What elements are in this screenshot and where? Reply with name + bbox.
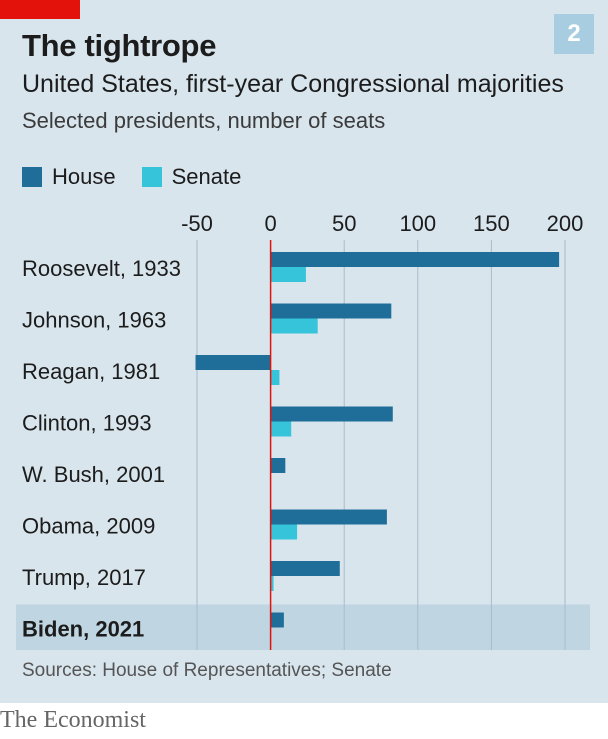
economist-logo: The Economist <box>0 707 146 733</box>
legend-label-house: House <box>52 164 116 189</box>
category-label: Johnson, 1963 <box>22 308 166 333</box>
category-label: W. Bush, 2001 <box>22 462 165 487</box>
house-bar <box>270 509 387 525</box>
category-label: Trump, 2017 <box>22 565 146 590</box>
house-bar <box>270 612 284 628</box>
legend-swatch-senate <box>141 167 162 187</box>
x-tick-label: -50 <box>181 211 213 236</box>
senate-bar <box>270 318 318 334</box>
legend-item-house: House <box>22 164 116 190</box>
category-label: Biden, 2021 <box>22 617 144 642</box>
house-bar <box>195 355 271 370</box>
chart-number-badge: 2 <box>554 14 594 54</box>
x-tick-label: 100 <box>399 211 436 236</box>
house-bar <box>270 458 286 473</box>
chart-subtitle: United States, first-year Congressional … <box>22 70 564 98</box>
senate-bar <box>270 267 306 282</box>
chart-panel <box>0 0 608 703</box>
house-bar <box>270 561 340 576</box>
senate-bar <box>270 524 298 540</box>
house-bar <box>270 252 560 267</box>
category-label: Obama, 2009 <box>22 514 155 539</box>
legend: House Senate <box>22 164 267 190</box>
source-note: Sources: House of Representatives; Senat… <box>22 660 392 681</box>
legend-label-senate: Senate <box>171 164 242 189</box>
highlight-row-band <box>16 604 590 650</box>
house-bar <box>270 303 392 319</box>
bar-chart: -50 0 50 100 150 200 Roosevelt, 1933 Johnson, 1… <box>16 211 590 650</box>
chart-title: The tightrope <box>22 28 217 63</box>
category-label: Roosevelt, 1933 <box>22 256 181 281</box>
legend-swatch-house <box>22 167 42 187</box>
x-tick-label: 0 <box>264 211 276 236</box>
category-label: Clinton, 1993 <box>22 411 152 436</box>
x-tick-label: 50 <box>332 211 356 236</box>
red-tag <box>0 0 80 19</box>
house-bar <box>270 406 393 422</box>
senate-bar <box>270 421 292 437</box>
x-tick-label: 150 <box>473 211 510 236</box>
category-label: Reagan, 1981 <box>22 359 160 384</box>
chart-units-note: Selected presidents, number of seats <box>22 108 386 133</box>
x-tick-label: 200 <box>547 211 584 236</box>
senate-bar <box>270 370 280 385</box>
senate-bar <box>270 576 274 591</box>
legend-item-senate: Senate <box>141 164 242 190</box>
